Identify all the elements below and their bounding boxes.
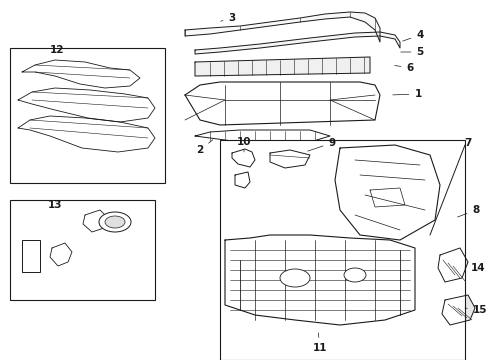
Bar	[10, 200, 155, 300]
Bar	[220, 140, 465, 360]
Ellipse shape	[105, 216, 125, 228]
Text: 5: 5	[401, 47, 424, 57]
Polygon shape	[335, 145, 440, 240]
Polygon shape	[185, 82, 380, 125]
Polygon shape	[442, 295, 475, 325]
Polygon shape	[195, 57, 370, 76]
Polygon shape	[18, 88, 155, 122]
Text: 3: 3	[220, 13, 236, 23]
Text: 6: 6	[395, 63, 414, 73]
Text: 9: 9	[308, 138, 336, 151]
Ellipse shape	[99, 212, 131, 232]
Text: 7: 7	[465, 138, 472, 148]
Text: 12: 12	[50, 45, 64, 55]
Text: 4: 4	[403, 30, 424, 41]
Text: 15: 15	[465, 305, 487, 315]
Text: 14: 14	[465, 263, 485, 273]
Polygon shape	[270, 150, 310, 168]
Polygon shape	[50, 243, 72, 266]
Polygon shape	[225, 235, 415, 325]
Polygon shape	[185, 12, 380, 42]
Text: 1: 1	[393, 89, 421, 99]
Polygon shape	[22, 60, 140, 88]
Ellipse shape	[344, 268, 366, 282]
Polygon shape	[232, 149, 255, 167]
Polygon shape	[235, 172, 250, 188]
Polygon shape	[83, 210, 108, 232]
Bar	[22, 240, 40, 272]
Text: 11: 11	[313, 333, 327, 353]
Polygon shape	[195, 32, 400, 54]
Polygon shape	[438, 248, 468, 282]
Text: 8: 8	[458, 205, 480, 217]
Polygon shape	[18, 116, 155, 152]
Ellipse shape	[280, 269, 310, 287]
Text: 10: 10	[237, 137, 251, 152]
Polygon shape	[195, 130, 330, 142]
Text: 2: 2	[196, 140, 213, 155]
Bar	[10, 48, 165, 183]
Polygon shape	[370, 188, 405, 207]
Text: 13: 13	[48, 200, 62, 210]
